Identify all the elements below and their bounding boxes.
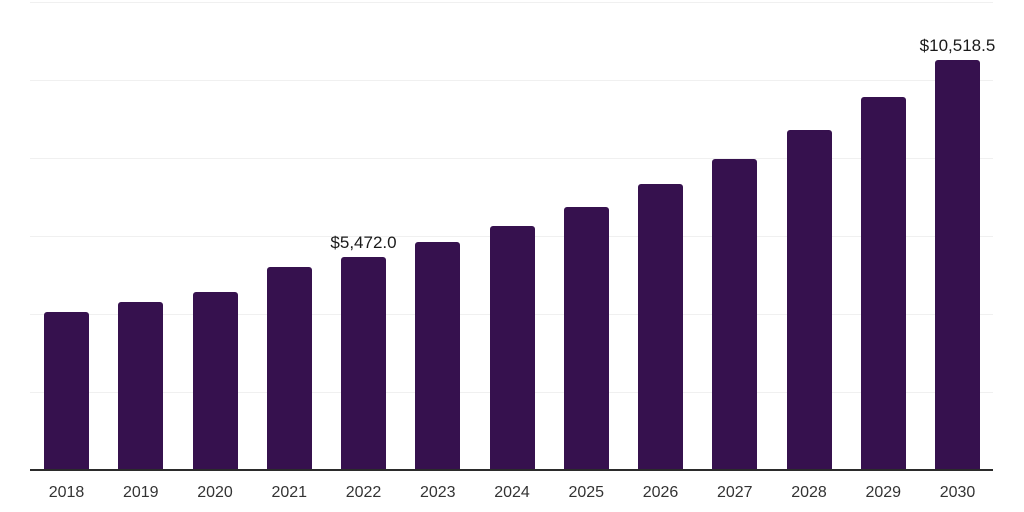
bar-2021[interactable] [266, 267, 312, 470]
x-tick-label-2024: 2024 [494, 484, 530, 501]
x-tick-label-2030: 2030 [939, 484, 976, 501]
gridline-12000 [30, 1, 993, 3]
bar-2029[interactable] [860, 96, 906, 470]
x-tick-label-2021: 2021 [271, 484, 308, 501]
data-label-2030: $10,518.5 [919, 35, 996, 55]
bar-2020[interactable] [192, 291, 238, 470]
bar-2025[interactable] [563, 206, 609, 470]
bar-2019[interactable] [118, 301, 164, 470]
bar-2022[interactable] [341, 256, 386, 470]
x-tick-label-2027: 2027 [716, 484, 753, 501]
x-tick-label-2029: 2029 [865, 484, 902, 501]
x-tick-label-2026: 2026 [642, 484, 679, 501]
x-axis-line [30, 469, 993, 471]
bar-2027[interactable] [712, 158, 758, 470]
bar-2018[interactable] [44, 312, 89, 470]
gridline-8000 [30, 157, 993, 159]
gridline-10000 [30, 79, 993, 81]
data-label-2022: $5,472.0 [330, 232, 397, 252]
x-tick-label-2028: 2028 [791, 484, 827, 501]
x-tick-label-2018: 2018 [48, 484, 85, 501]
x-tick-label-2023: 2023 [419, 484, 456, 501]
x-tick-label-2019: 2019 [122, 484, 159, 501]
bar-2023[interactable] [415, 242, 461, 470]
x-tick-label-2022: 2022 [345, 484, 382, 501]
x-tick-label-2025: 2025 [568, 484, 605, 501]
bar-2024[interactable] [489, 226, 535, 470]
x-tick-label-2020: 2020 [197, 484, 233, 501]
bar-2026[interactable] [638, 183, 683, 470]
bar-2030[interactable] [935, 59, 980, 470]
bar-2028[interactable] [786, 129, 832, 470]
